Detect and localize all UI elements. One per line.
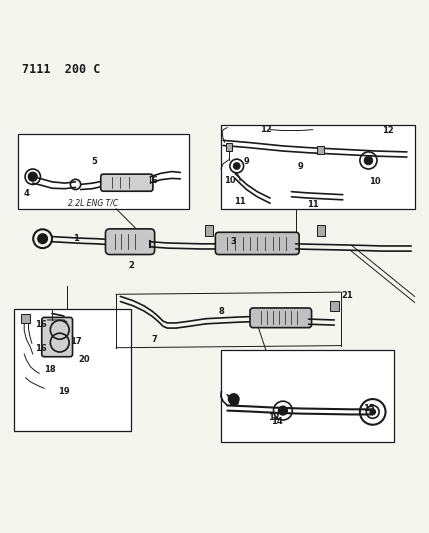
Text: 21: 21 [341,291,353,300]
Circle shape [38,234,47,244]
Bar [226,143,233,151]
Text: 5: 5 [92,157,98,166]
Bar [18,134,189,209]
Text: 8: 8 [218,307,224,316]
Text: 17: 17 [70,337,82,346]
Circle shape [233,163,240,169]
Text: 19: 19 [58,387,70,396]
Text: 11: 11 [234,197,246,206]
Text: 14: 14 [271,417,282,426]
FancyBboxPatch shape [101,174,153,191]
Text: 2: 2 [128,261,134,270]
Text: 3: 3 [231,237,237,246]
Bar [14,309,131,431]
FancyBboxPatch shape [42,317,73,357]
Circle shape [28,173,37,181]
Bar [205,225,213,236]
Text: 11: 11 [307,200,319,209]
Text: 7: 7 [152,335,157,344]
Text: 12: 12 [260,125,272,134]
Text: 15: 15 [363,404,375,413]
Bar [21,314,30,323]
Bar [317,146,324,154]
Text: 2.2L ENG T/C: 2.2L ENG T/C [67,199,118,208]
Text: 12: 12 [382,126,393,135]
Text: 9: 9 [297,161,303,171]
Text: 16: 16 [36,320,47,329]
Text: 9: 9 [244,157,249,166]
Text: 1: 1 [73,234,79,243]
FancyBboxPatch shape [215,232,299,255]
Circle shape [364,156,373,165]
Circle shape [279,406,287,415]
Text: 7111  200 C: 7111 200 C [22,63,100,76]
Text: 10: 10 [224,176,235,185]
Bar [330,301,338,311]
Circle shape [229,394,239,404]
FancyBboxPatch shape [106,229,154,255]
Bar [221,125,415,209]
Bar [317,225,325,236]
Text: 13: 13 [228,398,239,407]
Circle shape [370,409,375,415]
Text: 10: 10 [369,177,381,187]
FancyBboxPatch shape [250,308,311,328]
Text: 18: 18 [44,366,56,375]
Bar [221,350,394,442]
Text: 12: 12 [269,413,280,422]
Text: 20: 20 [78,355,90,364]
Text: 6: 6 [152,176,157,185]
Text: 16: 16 [36,344,47,353]
Text: 4: 4 [24,189,29,198]
